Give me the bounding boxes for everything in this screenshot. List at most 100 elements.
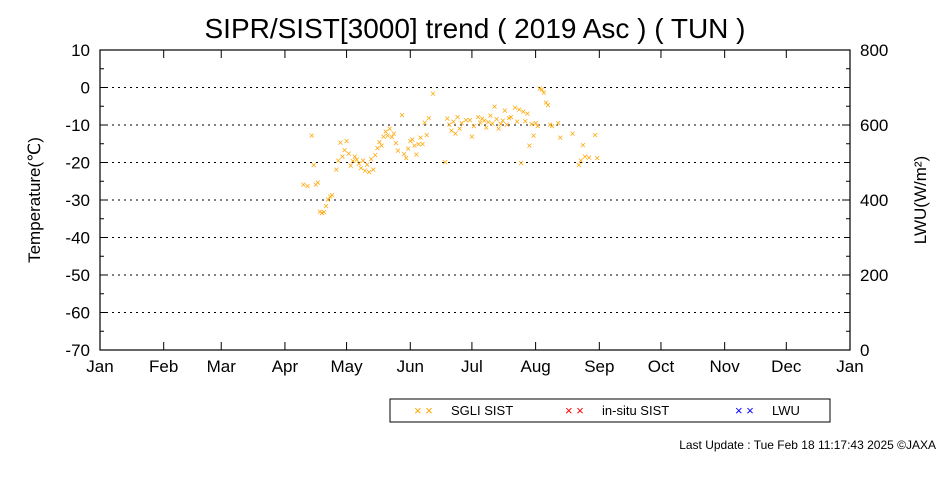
y2-tick-labels: 800 600 400 200 0 bbox=[860, 41, 888, 360]
x-tick-label: Aug bbox=[520, 357, 550, 376]
legend-marker: × × bbox=[735, 403, 754, 418]
data-point: × bbox=[594, 154, 600, 165]
x-tick-label: Apr bbox=[272, 357, 299, 376]
data-point: × bbox=[580, 140, 586, 151]
data-point: × bbox=[370, 165, 376, 176]
data-point: × bbox=[457, 124, 463, 135]
y2-tick-label: 200 bbox=[860, 266, 888, 285]
data-point: × bbox=[379, 141, 385, 152]
data-point: × bbox=[395, 146, 401, 157]
x-tick-label: Dec bbox=[771, 357, 802, 376]
data-point: × bbox=[512, 103, 518, 114]
data-point: × bbox=[442, 157, 448, 168]
data-point: × bbox=[576, 161, 582, 172]
data-point: × bbox=[531, 131, 537, 142]
y2-tick-label: 800 bbox=[860, 41, 888, 60]
data-point: × bbox=[467, 115, 473, 126]
legend-marker: × × bbox=[565, 403, 584, 418]
chart-title: SIPR/SIST[3000] trend ( 2019 Asc ) ( TUN… bbox=[204, 13, 745, 44]
data-point: × bbox=[321, 208, 327, 219]
data-point: × bbox=[479, 114, 485, 125]
data-point: × bbox=[327, 192, 333, 203]
y2-tick-label: 400 bbox=[860, 191, 888, 210]
data-point: × bbox=[424, 130, 430, 141]
y2-tick-label: 600 bbox=[860, 116, 888, 135]
data-point: × bbox=[459, 118, 465, 129]
data-point: × bbox=[401, 149, 407, 160]
legend: × × SGLI SIST × × in-situ SIST × × LWU bbox=[389, 398, 831, 423]
y2-axis-label: LWU(W/m²) bbox=[911, 156, 930, 244]
data-point: × bbox=[547, 120, 553, 131]
data-point: × bbox=[364, 160, 370, 171]
data-point: × bbox=[586, 153, 592, 164]
data-point: × bbox=[387, 124, 393, 135]
y-tick-label: -20 bbox=[65, 154, 90, 173]
data-point: × bbox=[344, 137, 350, 148]
data-point: × bbox=[582, 152, 588, 163]
data-point: × bbox=[411, 141, 417, 152]
data-point: × bbox=[377, 137, 383, 148]
data-point: × bbox=[535, 121, 541, 132]
data-point: × bbox=[481, 116, 487, 127]
data-point: × bbox=[313, 180, 319, 191]
y-tick-label: -40 bbox=[65, 229, 90, 248]
x-tick-label: Oct bbox=[648, 357, 675, 376]
legend-marker: × × bbox=[414, 403, 433, 418]
data-point: × bbox=[418, 133, 424, 144]
data-point: × bbox=[533, 119, 539, 130]
data-point: × bbox=[354, 155, 360, 166]
legend-label: SGLI SIST bbox=[451, 403, 513, 418]
axis-ticks bbox=[99, 49, 851, 351]
data-point: × bbox=[374, 143, 380, 154]
data-point: × bbox=[305, 182, 311, 193]
data-point: × bbox=[463, 116, 469, 127]
data-point: × bbox=[557, 133, 563, 144]
data-point: × bbox=[430, 89, 436, 100]
data-point: × bbox=[366, 167, 372, 178]
x-tick-label: Jan bbox=[836, 357, 863, 376]
data-point: × bbox=[403, 154, 409, 165]
data-point: × bbox=[451, 117, 457, 128]
y-tick-label: -30 bbox=[65, 191, 90, 210]
data-point: × bbox=[381, 132, 387, 143]
data-point: × bbox=[494, 115, 500, 126]
data-point: × bbox=[383, 127, 389, 138]
y-axis-label: Temperature(℃) bbox=[25, 137, 44, 263]
data-point: × bbox=[500, 116, 506, 127]
data-point: × bbox=[545, 100, 551, 111]
data-point: × bbox=[422, 118, 428, 129]
data-point: × bbox=[504, 120, 510, 131]
y-tick-label: -10 bbox=[65, 116, 90, 135]
x-tick-label: Jun bbox=[397, 357, 424, 376]
data-point: × bbox=[539, 85, 545, 96]
data-point: × bbox=[372, 151, 378, 162]
data-point: × bbox=[323, 202, 329, 213]
data-point: × bbox=[446, 120, 452, 131]
data-point: × bbox=[356, 159, 362, 170]
data-point: × bbox=[485, 118, 491, 129]
x-tick-label: Nov bbox=[710, 357, 741, 376]
x-tick-label: Jul bbox=[461, 357, 483, 376]
data-point: × bbox=[490, 119, 496, 130]
data-point: × bbox=[483, 123, 489, 134]
data-point: × bbox=[368, 155, 374, 166]
data-point: × bbox=[529, 119, 535, 130]
data-point: × bbox=[352, 152, 358, 163]
data-point: × bbox=[524, 109, 530, 120]
legend-label: in-situ SIST bbox=[602, 403, 669, 418]
data-point: × bbox=[301, 180, 307, 191]
data-point: × bbox=[502, 106, 508, 117]
data-point: × bbox=[340, 152, 346, 163]
data-point: × bbox=[537, 84, 543, 95]
x-tick-label: Jan bbox=[86, 357, 113, 376]
data-point: × bbox=[506, 113, 512, 124]
data-point: × bbox=[496, 124, 502, 135]
x-tick-labels: Jan Feb Mar Apr May Jun Jul Aug Sep Oct Nov Dec Jan bbox=[86, 357, 863, 376]
data-point: × bbox=[555, 118, 561, 129]
x-tick-label: May bbox=[331, 357, 364, 376]
data-point: × bbox=[409, 135, 415, 146]
data-point: × bbox=[475, 113, 481, 124]
data-point: × bbox=[317, 207, 323, 218]
data-point: × bbox=[358, 163, 364, 174]
